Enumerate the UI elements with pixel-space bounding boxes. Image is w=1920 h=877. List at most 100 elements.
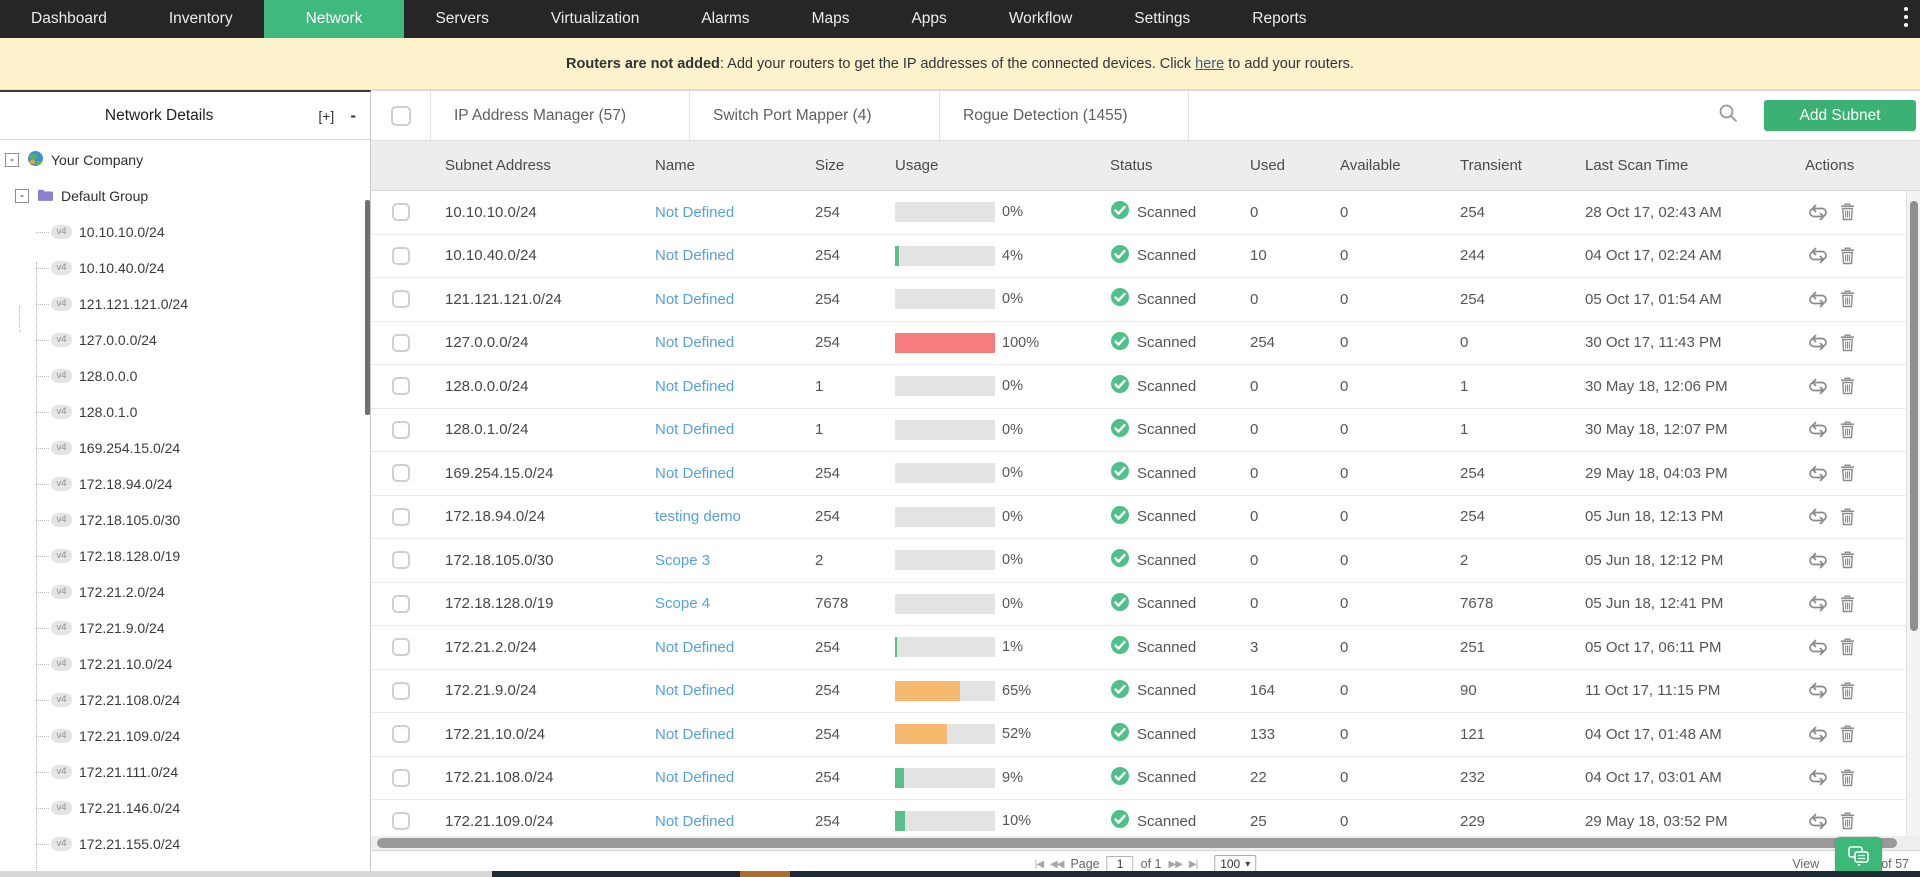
delete-icon[interactable]: [1840, 638, 1855, 656]
column-header[interactable]: Size: [815, 157, 845, 174]
rescan-icon[interactable]: [1805, 334, 1831, 351]
table-row[interactable]: 172.18.128.0/19 Scope 4 7678 0% Scanned …: [371, 582, 1920, 626]
nav-item-apps[interactable]: Apps: [911, 10, 947, 27]
rescan-icon[interactable]: [1805, 291, 1831, 308]
rescan-icon[interactable]: [1805, 378, 1831, 395]
rescan-icon[interactable]: [1805, 421, 1831, 438]
sidebar-subnet-item[interactable]: v4 10.10.10.0/24: [0, 214, 370, 250]
subnet-name-link[interactable]: Not Defined: [655, 421, 735, 439]
delete-icon[interactable]: [1840, 682, 1855, 700]
nav-item-virtualization[interactable]: Virtualization: [550, 10, 640, 27]
subnet-name-link[interactable]: Not Defined: [655, 725, 735, 743]
sidebar-subnet-item[interactable]: v4 172.21.108.0/24: [0, 682, 370, 718]
expand-all-button[interactable]: [+]: [318, 107, 335, 124]
add-subnet-button[interactable]: Add Subnet: [1764, 100, 1916, 131]
row-checkbox[interactable]: [391, 420, 410, 439]
sidebar-subnet-item[interactable]: v4 172.18.105.0/30: [0, 502, 370, 538]
previous-page-icon[interactable]: ◀◀: [1050, 858, 1064, 870]
add-routers-link[interactable]: here: [1195, 55, 1225, 72]
table-row[interactable]: 172.21.9.0/24 Not Defined 254 65% Scanne…: [371, 669, 1920, 713]
rescan-icon[interactable]: [1805, 639, 1831, 656]
horizontal-scrollbar-thumb[interactable]: [377, 838, 1897, 848]
nav-item-alarms[interactable]: Alarms: [701, 10, 750, 27]
row-checkbox[interactable]: [391, 594, 410, 613]
delete-icon[interactable]: [1840, 203, 1855, 221]
delete-icon[interactable]: [1840, 725, 1855, 743]
row-checkbox[interactable]: [391, 507, 410, 526]
delete-icon[interactable]: [1840, 551, 1855, 569]
row-checkbox[interactable]: [391, 725, 410, 744]
table-row[interactable]: 172.21.108.0/24 Not Defined 254 9% Scann…: [371, 756, 1920, 800]
rescan-icon[interactable]: [1805, 769, 1831, 786]
nav-item-reports[interactable]: Reports: [1252, 10, 1307, 27]
tab-ip-address-manager[interactable]: IP Address Manager (57): [430, 91, 690, 140]
table-row[interactable]: 128.0.0.0/24 Not Defined 1 0% Scanned 0 …: [371, 365, 1920, 409]
row-checkbox[interactable]: [391, 681, 410, 700]
collapse-toggle-icon[interactable]: -: [5, 153, 19, 167]
sidebar-subnet-item[interactable]: v4 169.254.15.0/24: [0, 430, 370, 466]
collapse-all-button[interactable]: -: [350, 105, 356, 125]
delete-icon[interactable]: [1840, 421, 1855, 439]
table-row[interactable]: 172.18.105.0/30 Scope 3 2 0% Scanned 0 0…: [371, 539, 1920, 583]
subnet-name-link[interactable]: Not Defined: [655, 812, 735, 830]
sidebar-subnet-item[interactable]: v4 121.121.121.0/24: [0, 286, 370, 322]
next-page-icon[interactable]: ▶▶: [1168, 858, 1183, 870]
rescan-icon[interactable]: [1805, 508, 1831, 525]
sidebar-subnet-item[interactable]: v4 127.0.0.0/24: [0, 322, 370, 358]
subnet-name-link[interactable]: Not Defined: [655, 682, 735, 700]
delete-icon[interactable]: [1840, 247, 1855, 265]
rescan-icon[interactable]: [1805, 247, 1831, 264]
sidebar-subnet-item[interactable]: v4 128.0.0.0: [0, 358, 370, 394]
subnet-name-link[interactable]: Not Defined: [655, 290, 735, 308]
nav-item-dashboard[interactable]: Dashboard: [31, 10, 107, 27]
table-row[interactable]: 172.21.109.0/24 Not Defined 254 10% Scan…: [371, 800, 1920, 837]
rescan-icon[interactable]: [1805, 595, 1831, 612]
tab-switch-port-mapper[interactable]: Switch Port Mapper (4): [690, 91, 940, 140]
sidebar-subnet-item[interactable]: v4 172.21.10.0/24: [0, 646, 370, 682]
subnet-name-link[interactable]: Scope 3: [655, 551, 711, 569]
sidebar-subnet-item[interactable]: v4 128.0.1.0: [0, 394, 370, 430]
delete-icon[interactable]: [1840, 595, 1855, 613]
nav-item-network[interactable]: Network: [263, 0, 405, 38]
sidebar-subnet-item[interactable]: v4 172.18.128.0/19: [0, 538, 370, 574]
table-row[interactable]: 10.10.40.0/24 Not Defined 254 4% Scanned…: [371, 234, 1920, 278]
nav-item-settings[interactable]: Settings: [1134, 10, 1191, 27]
table-row[interactable]: 172.21.10.0/24 Not Defined 254 52% Scann…: [371, 713, 1920, 757]
sidebar-subnet-item[interactable]: v4 172.21.146.0/24: [0, 790, 370, 826]
last-page-icon[interactable]: ▶|: [1188, 858, 1198, 870]
row-checkbox[interactable]: [391, 638, 410, 657]
subnet-name-link[interactable]: Not Defined: [655, 464, 735, 482]
feedback-button[interactable]: [1835, 837, 1882, 877]
horizontal-scrollbar[interactable]: [371, 836, 1920, 850]
table-row[interactable]: 121.121.121.0/24 Not Defined 254 0% Scan…: [371, 278, 1920, 322]
column-header[interactable]: Transient: [1460, 157, 1522, 174]
column-header[interactable]: Actions: [1805, 157, 1855, 174]
row-checkbox[interactable]: [391, 551, 410, 570]
row-checkbox[interactable]: [391, 768, 410, 787]
nav-item-inventory[interactable]: Inventory: [168, 10, 233, 27]
delete-icon[interactable]: [1840, 464, 1855, 482]
delete-icon[interactable]: [1840, 769, 1855, 787]
column-header[interactable]: Status: [1110, 157, 1153, 174]
rescan-icon[interactable]: [1805, 682, 1831, 699]
subnet-name-link[interactable]: Not Defined: [655, 638, 735, 656]
sidebar-subnet-item[interactable]: v4 172.21.111.0/24: [0, 754, 370, 790]
tree-node-group[interactable]: - Default Group: [0, 178, 370, 214]
subnet-name-link[interactable]: Not Defined: [655, 769, 735, 787]
subnet-name-link[interactable]: Scope 4: [655, 595, 711, 613]
row-checkbox[interactable]: [391, 812, 410, 831]
delete-icon[interactable]: [1840, 334, 1855, 352]
sidebar-subnet-item[interactable]: v4 172.21.155.0/24: [0, 826, 370, 862]
nav-item-workflow[interactable]: Workflow: [1008, 10, 1073, 27]
rescan-icon[interactable]: [1805, 813, 1831, 830]
rescan-icon[interactable]: [1805, 204, 1831, 221]
select-all-checkbox[interactable]: [390, 105, 411, 126]
row-checkbox[interactable]: [391, 333, 410, 352]
nav-item-maps[interactable]: Maps: [811, 10, 850, 27]
rescan-icon[interactable]: [1805, 465, 1831, 482]
vertical-scrollbar-thumb[interactable]: [1910, 201, 1918, 631]
first-page-icon[interactable]: |◀: [1034, 858, 1044, 870]
column-header[interactable]: Usage: [895, 157, 939, 174]
sidebar-subnet-item[interactable]: v4 172.18.94.0/24: [0, 466, 370, 502]
table-row[interactable]: 127.0.0.0/24 Not Defined 254 100% Scanne…: [371, 321, 1920, 365]
